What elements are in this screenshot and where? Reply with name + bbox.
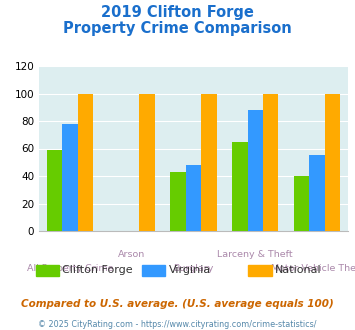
- Bar: [309, 155, 325, 231]
- Text: 2019 Clifton Forge: 2019 Clifton Forge: [101, 5, 254, 20]
- Bar: [62, 124, 78, 231]
- Bar: [78, 93, 93, 231]
- Bar: [170, 172, 186, 231]
- Bar: [140, 93, 155, 231]
- Text: Clifton Forge: Clifton Forge: [62, 265, 133, 275]
- Bar: [232, 142, 247, 231]
- Text: Compared to U.S. average. (U.S. average equals 100): Compared to U.S. average. (U.S. average …: [21, 299, 334, 309]
- Text: Burglary: Burglary: [173, 264, 214, 273]
- Bar: [47, 150, 62, 231]
- Text: All Property Crime: All Property Crime: [27, 264, 113, 273]
- Text: Motor Vehicle Theft: Motor Vehicle Theft: [271, 264, 355, 273]
- Bar: [263, 93, 278, 231]
- Text: Property Crime Comparison: Property Crime Comparison: [63, 21, 292, 36]
- Bar: [294, 176, 309, 231]
- Text: © 2025 CityRating.com - https://www.cityrating.com/crime-statistics/: © 2025 CityRating.com - https://www.city…: [38, 320, 317, 329]
- Text: Arson: Arson: [118, 250, 145, 259]
- Bar: [201, 93, 217, 231]
- Text: National: National: [275, 265, 322, 275]
- Bar: [247, 110, 263, 231]
- Bar: [186, 165, 201, 231]
- Bar: [325, 93, 340, 231]
- Text: Virginia: Virginia: [169, 265, 211, 275]
- Text: Larceny & Theft: Larceny & Theft: [217, 250, 293, 259]
